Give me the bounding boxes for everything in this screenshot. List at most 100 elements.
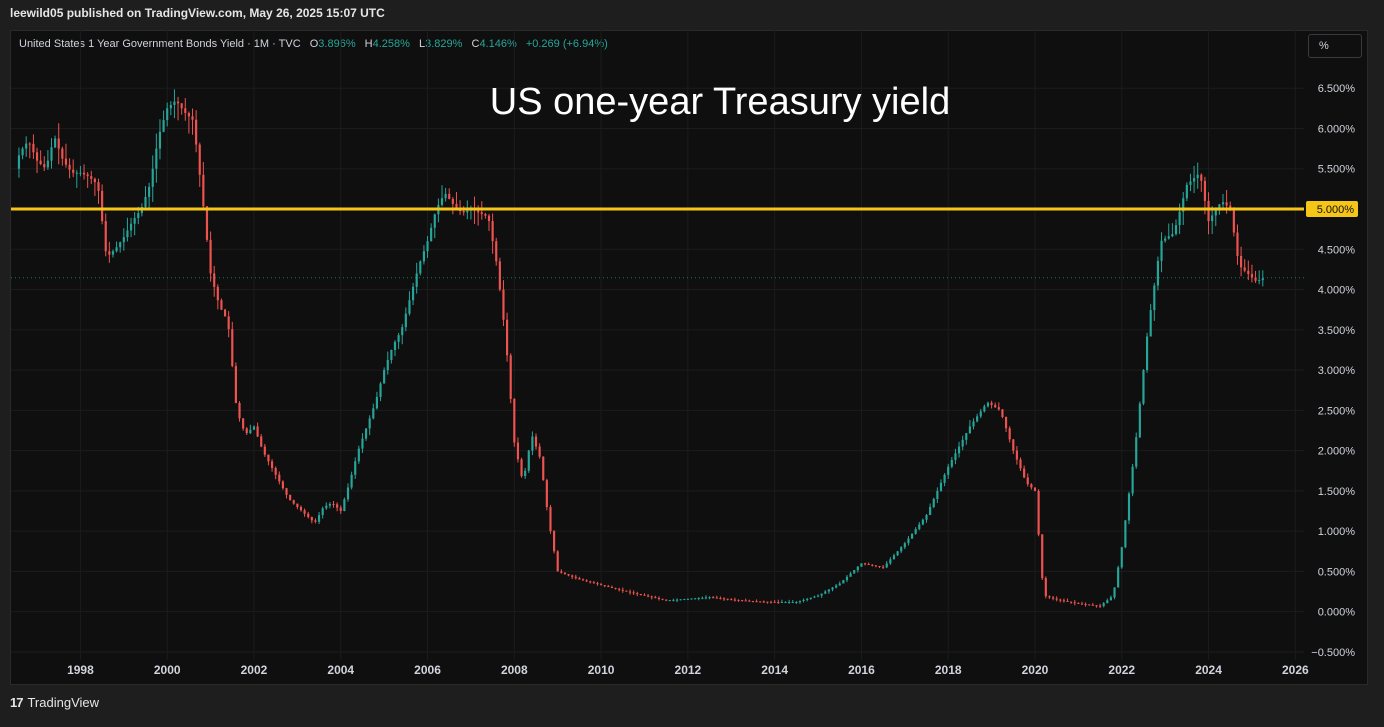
candle-body (1185, 184, 1188, 199)
candle-body (654, 597, 657, 599)
candle-body (737, 599, 740, 601)
candle-body (364, 428, 368, 439)
candle-body (979, 411, 982, 417)
chart-frame[interactable] (10, 30, 1368, 685)
candle-body (39, 160, 42, 165)
candle-body (122, 237, 125, 243)
candle-body (722, 598, 726, 600)
candle-body (730, 599, 733, 601)
candle-body (119, 242, 122, 248)
candle-body (694, 598, 697, 600)
percent-scale-button[interactable]: % (1308, 34, 1362, 58)
candle-body (477, 210, 480, 213)
candle-body (773, 601, 776, 603)
candle-body (451, 198, 454, 204)
y-tick-label: 2.500% (1318, 405, 1356, 417)
candle-body (636, 593, 639, 595)
candle-body (556, 551, 559, 572)
candle-body (882, 566, 885, 568)
candle-body (802, 599, 805, 601)
candle-body (216, 286, 219, 301)
candle-body (270, 461, 274, 469)
candle-body (332, 503, 335, 505)
candle-body (1044, 578, 1047, 597)
candle-body (46, 160, 49, 168)
candle-body (401, 327, 404, 336)
candle-body (549, 506, 552, 532)
candle-body (842, 580, 845, 584)
candle-body (419, 261, 422, 274)
candle-body (1080, 603, 1084, 605)
candle-body (263, 446, 266, 455)
y-tick-label: 0.000% (1318, 607, 1356, 619)
candle-body (1174, 225, 1178, 235)
candle-body (502, 289, 505, 320)
candle-body (639, 593, 642, 595)
candle-body (538, 446, 541, 457)
candle-body (375, 396, 379, 409)
candle-body (17, 155, 21, 169)
candle-body (900, 547, 903, 552)
candle-body (343, 499, 346, 512)
candle-body (542, 456, 545, 481)
grid-lines (11, 30, 1304, 660)
candle-body (766, 601, 769, 603)
candle-body (571, 575, 574, 577)
candle-body (513, 398, 516, 443)
candle-body (1135, 437, 1138, 467)
candle-body (101, 190, 104, 222)
candle-body (867, 564, 870, 566)
candle-body (961, 439, 964, 447)
candle-body (936, 490, 939, 499)
footer-brand[interactable]: 17 TradingView (10, 695, 99, 710)
candle-body (1026, 477, 1029, 485)
x-axis[interactable]: 1998 2000 2002 2004 2006 2008 2010 2012 2014 2016… (67, 663, 1309, 677)
candle-body (328, 503, 331, 506)
candle-body (1153, 285, 1156, 311)
x-tick-label: 2020 (1022, 663, 1049, 677)
publish-info: leewild05 published on TradingView.com, … (10, 6, 385, 20)
candle-body (1236, 232, 1239, 256)
candle-body (198, 144, 201, 175)
candle-body (748, 600, 751, 602)
candle-body (267, 454, 270, 462)
candle-body (68, 164, 71, 170)
candle-body (1156, 260, 1160, 286)
candle-body (578, 578, 581, 580)
candle-body (516, 442, 520, 460)
candle-body (1084, 604, 1087, 606)
candle-body (690, 598, 693, 600)
candle-body (647, 595, 650, 597)
candle-body (509, 355, 512, 399)
candle-body (1203, 180, 1207, 201)
candle-body (708, 597, 711, 599)
candle-body (929, 506, 932, 516)
candle-body (816, 595, 820, 597)
candle-body (390, 349, 393, 360)
candle-body (1145, 336, 1149, 371)
candle-body (892, 555, 896, 560)
candle-body (245, 428, 248, 434)
x-tick-label: 2026 (1282, 663, 1309, 677)
y-tick-label: 6.000% (1318, 123, 1356, 135)
candle-body (137, 213, 140, 219)
candle-body (281, 481, 284, 489)
candle-body (701, 597, 704, 599)
x-tick-label: 2016 (848, 663, 875, 677)
candle-body (64, 158, 68, 165)
candle-body (589, 581, 592, 583)
candle-body (223, 309, 227, 317)
candle-body (90, 176, 93, 179)
candle-body (1127, 493, 1131, 521)
candle-body (97, 182, 100, 191)
x-tick-label: 2018 (935, 663, 962, 677)
candle-body (386, 360, 389, 371)
candle-body (614, 587, 617, 589)
candle-body (762, 601, 765, 603)
candle-body (1167, 236, 1170, 239)
candle-body (1258, 280, 1261, 282)
candle-body (534, 436, 538, 447)
y-axis[interactable]: 6.500% 6.000% 5.500% 5.000% 4.500% 4.000% 3.50… (1311, 83, 1355, 659)
candle-body (484, 214, 487, 216)
